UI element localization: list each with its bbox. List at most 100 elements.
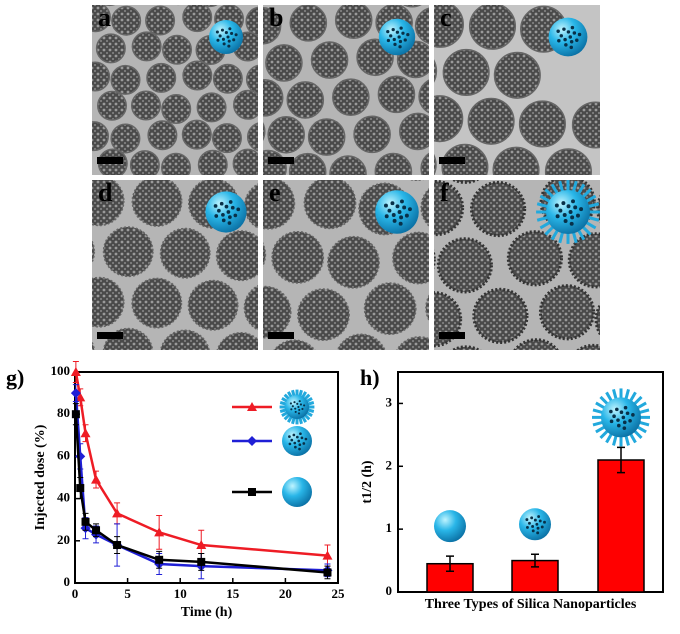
icon-pore — [298, 443, 302, 447]
icon-pore — [403, 38, 407, 42]
icon-pore — [628, 418, 632, 423]
icon-pore — [398, 221, 403, 226]
icon-pore — [213, 204, 218, 208]
icon-pore — [297, 405, 300, 409]
icon-pore — [228, 27, 232, 31]
nanoparticle — [544, 148, 592, 175]
particle-icon — [282, 477, 312, 507]
icon-pore — [535, 522, 539, 526]
nanoparticle — [182, 60, 213, 91]
y-tick-label: 40 — [57, 490, 70, 505]
icon-pore — [562, 27, 566, 31]
nanoparticle — [129, 150, 160, 175]
icon-pore — [569, 40, 574, 44]
icon-pore — [402, 205, 407, 210]
icon-pore — [386, 38, 391, 43]
nanoparticle — [216, 332, 258, 350]
icon-pore — [299, 403, 303, 406]
icon-pore — [561, 201, 566, 206]
nanoparticle — [215, 230, 258, 282]
icon-pore — [230, 31, 234, 35]
icon-pore — [408, 207, 412, 212]
icon-pore — [391, 213, 396, 217]
nanoparticle — [271, 230, 325, 284]
icon-pore — [295, 435, 299, 439]
x-axis-label: Three Types of Silica Nanoparticles — [425, 597, 637, 612]
particle-icon — [519, 508, 551, 541]
nanoparticle — [289, 5, 328, 42]
icon-pore — [401, 31, 405, 35]
icon-pore — [570, 215, 575, 220]
nanoparticle — [399, 112, 429, 151]
nanoparticle — [45, 126, 94, 175]
icon-pore — [221, 218, 226, 223]
icon-pore — [232, 38, 236, 42]
icon-pore — [294, 445, 297, 449]
icon-pore — [538, 519, 542, 523]
icon-body — [285, 395, 309, 419]
icon-pore — [293, 401, 296, 404]
icon-pore — [234, 33, 238, 37]
x-tick-label: 10 — [174, 586, 187, 601]
nanoparticle — [310, 41, 349, 79]
icon-pore — [297, 412, 301, 415]
nanoparticle — [444, 0, 490, 1]
nanoparticle — [111, 5, 142, 36]
nanoparticle — [467, 97, 515, 145]
icon-pore — [218, 34, 222, 38]
nanoparticle — [97, 90, 128, 121]
particle-icon — [434, 510, 466, 543]
icon-pore — [214, 214, 219, 218]
icon-pore — [227, 39, 231, 43]
icon-pore — [290, 438, 294, 442]
nanoparticle — [92, 180, 125, 227]
panel-letter: b — [269, 3, 283, 32]
y-tick-label: 80 — [57, 405, 70, 420]
icon-pore — [571, 199, 575, 204]
icon-pore — [224, 31, 228, 35]
nanoparticle — [506, 230, 564, 287]
x-tick-label: 15 — [226, 586, 240, 601]
icon-pore — [404, 213, 409, 218]
marker — [154, 527, 165, 537]
nanoparticle — [92, 5, 111, 33]
icon-pore — [392, 218, 397, 223]
icon-pore — [398, 39, 403, 44]
icon-pore — [391, 28, 395, 32]
nanoparticle — [434, 180, 465, 237]
nanoparticle — [92, 239, 96, 264]
y-axis-label: t1/2 (h) — [360, 460, 375, 504]
nanoparticle — [95, 33, 126, 64]
nanoparticle — [61, 95, 90, 124]
marker — [76, 484, 85, 493]
icon-pore — [383, 203, 388, 208]
particle-icon — [378, 18, 416, 56]
nanoparticle — [263, 242, 267, 268]
icon-pore — [215, 30, 219, 34]
particle-icon — [279, 389, 315, 425]
icon-pore — [537, 515, 541, 518]
panel-letter: f — [440, 178, 449, 207]
marker — [75, 451, 86, 462]
nanoparticle — [233, 0, 262, 3]
nanoparticle — [176, 5, 180, 6]
marker — [91, 474, 102, 484]
marker — [155, 555, 164, 564]
nanoparticle — [363, 282, 417, 336]
x-tick-label: 5 — [124, 586, 131, 601]
nanoparticle — [182, 5, 213, 33]
scale-bar — [439, 157, 465, 164]
icon-pore — [289, 402, 292, 405]
nanoparticle — [425, 294, 429, 322]
icon-pore — [569, 221, 574, 226]
icon-pore — [569, 45, 574, 50]
scale-bar — [439, 332, 465, 339]
marker — [323, 568, 332, 577]
icon-pore — [227, 221, 232, 225]
nanoparticle — [263, 122, 266, 141]
marker — [197, 557, 206, 566]
icon-pore — [294, 407, 297, 410]
icon-pore — [621, 415, 626, 420]
icon-pore — [576, 213, 580, 218]
icon-pore — [302, 442, 306, 445]
